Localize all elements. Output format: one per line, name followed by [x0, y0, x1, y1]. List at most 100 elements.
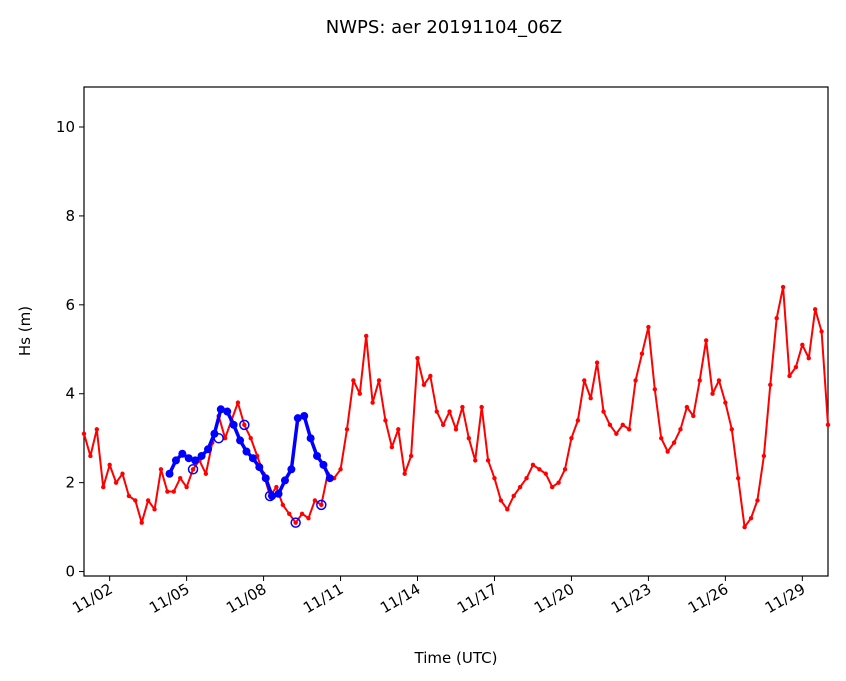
y-axis-label: Hs (m) [16, 306, 34, 356]
data-point [389, 444, 395, 450]
data-point [120, 471, 125, 476]
data-point [492, 476, 497, 481]
data-point [780, 284, 786, 290]
data-point [626, 427, 632, 432]
data-point [402, 471, 407, 476]
data-point [248, 454, 257, 463]
data-point [325, 474, 334, 483]
data-point [165, 489, 170, 494]
data-point [505, 507, 510, 512]
data-point [742, 524, 747, 530]
data-point [485, 458, 491, 463]
data-point [729, 427, 734, 432]
data-point [710, 391, 715, 396]
data-point [306, 434, 315, 443]
data-point [556, 480, 561, 485]
data-point [543, 471, 548, 476]
data-point [204, 445, 212, 454]
data-point [338, 467, 343, 472]
data-point [88, 453, 93, 459]
data-point [825, 422, 831, 428]
data-point [312, 498, 318, 503]
data-point [242, 422, 247, 428]
data-point [819, 329, 824, 334]
data-point [633, 378, 638, 383]
x-tick-label: 11/23 [608, 580, 654, 617]
data-point [344, 427, 350, 432]
series-layer [81, 284, 831, 530]
data-point [235, 400, 241, 405]
data-point [383, 418, 388, 423]
y-tick-label: 4 [65, 385, 75, 403]
data-point [665, 449, 670, 454]
data-point [197, 451, 206, 460]
y-tick-label: 6 [65, 296, 75, 314]
data-point [408, 453, 414, 459]
series-1 [165, 405, 334, 500]
data-point [178, 476, 183, 481]
data-point [280, 476, 289, 485]
data-point [697, 378, 702, 383]
data-point [582, 378, 587, 383]
data-point [575, 418, 581, 423]
data-point [768, 382, 773, 388]
data-point [691, 413, 696, 419]
data-point [133, 498, 138, 503]
series-line [83, 286, 829, 529]
x-tick-label: 11/08 [223, 580, 269, 617]
data-point [678, 427, 683, 432]
data-point [178, 449, 187, 458]
data-point [287, 511, 292, 516]
data-point [248, 435, 253, 441]
data-point [659, 435, 664, 441]
data-point [460, 404, 465, 410]
data-point [396, 427, 401, 432]
data-point [216, 405, 225, 414]
data-point [364, 333, 369, 339]
data-point [748, 516, 754, 521]
series-2 [187, 419, 327, 528]
data-point [165, 469, 174, 478]
data-point [620, 422, 625, 428]
data-point [440, 422, 446, 428]
data-point [473, 458, 478, 463]
data-point [210, 429, 219, 438]
data-point [479, 404, 484, 410]
data-point [376, 378, 382, 383]
data-point [614, 431, 619, 436]
data-point [290, 517, 301, 528]
data-point [287, 465, 296, 474]
plot-frame [83, 86, 829, 577]
data-point [213, 432, 224, 444]
data-point [126, 493, 132, 499]
y-tick-label: 10 [56, 118, 75, 136]
data-point [428, 373, 433, 379]
data-point [466, 435, 472, 441]
y-tick-label: 2 [65, 474, 75, 492]
data-point [415, 355, 420, 361]
data-point [736, 476, 741, 481]
x-tick-label: 11/02 [69, 580, 115, 617]
data-point [319, 460, 328, 469]
data-point [190, 467, 196, 472]
data-point [187, 464, 199, 475]
data-point [261, 474, 270, 483]
data-point [639, 351, 645, 356]
x-tick-label: 11/20 [531, 580, 577, 617]
data-point [787, 373, 792, 379]
chart-title: NWPS: aer 20191104_06Z [326, 17, 562, 38]
x-tick-label: 11/29 [762, 580, 808, 617]
data-point [299, 511, 305, 516]
data-point [453, 427, 459, 432]
data-point [793, 364, 799, 370]
y-tick-label: 8 [65, 207, 75, 225]
x-tick-label: 11/17 [454, 580, 500, 617]
data-point [524, 476, 529, 481]
data-point [293, 520, 298, 525]
data-point [94, 427, 100, 432]
data-point [703, 338, 709, 343]
data-point [562, 467, 568, 472]
data-point [316, 499, 327, 511]
data-point [684, 404, 690, 410]
